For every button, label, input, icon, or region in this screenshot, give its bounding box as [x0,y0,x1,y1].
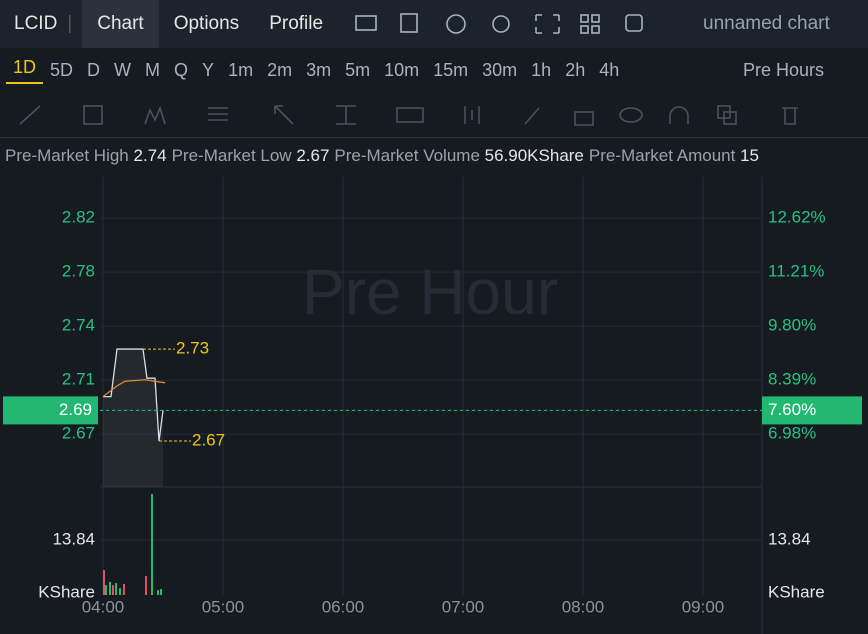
timeframe[interactable]: 10m [384,59,420,80]
volume-bar [151,494,153,595]
volume-bar [112,585,114,595]
area [103,349,163,487]
y-tick-label: 2.71 [62,370,95,389]
volume-unit: KShare [38,582,95,601]
last-pct-label: 7.60% [768,400,816,419]
annotation-label: 2.73 [176,339,209,358]
volume-bar [105,585,107,595]
volume-tick-label: 13.84 [52,530,95,549]
stat-value: 15 [740,146,759,165]
timeframe[interactable]: M [145,59,161,80]
volume-bar [119,588,121,595]
timeframe[interactable]: 5m [345,59,371,80]
volume-unit: KShare [768,582,825,601]
volume-bar [103,569,105,595]
timeframe[interactable]: W [114,59,132,80]
symbol[interactable]: LCID [14,13,58,34]
y2-tick-label: 8.39% [768,370,816,389]
annotation-label: 2.67 [192,431,225,450]
timeframe[interactable]: 3m [306,59,332,80]
y2-tick-label: 6.98% [768,424,816,443]
line [102,379,166,398]
top-bar: LCID | Chart Options Profile unnamed char… [0,0,868,48]
timeframe[interactable]: Y [202,59,215,80]
y-tick-label: 2.78 [62,262,95,281]
timeframe[interactable]: 1m [228,59,254,80]
tab[interactable]: Profile [269,13,324,34]
timeframe[interactable]: Q [174,59,189,80]
timeframe-bar: 1D 5D D W M Q Y 1m 2m 3m 5m 10m 15m 30m 1h 2h 4h Pre Hour… [0,48,868,92]
y-tick-label: 2.74 [62,316,95,335]
last-pct-box [762,396,862,425]
toolbar-icons[interactable] [346,0,666,48]
timeframe[interactable]: 1h [531,59,552,80]
volume-bar [157,590,159,595]
stats-line: Pre-Market High 2.74 Pre-Market Low 2.67 P… [5,146,764,166]
x-tick-label: 04:00 [82,597,125,616]
x-tick-label: 07:00 [442,597,485,616]
drawing-icons[interactable] [0,92,868,137]
y-tick-label: 2.67 [62,424,95,443]
y2-tick-label: 11.21% [768,262,824,281]
drawing-toolbar [0,92,868,138]
x-tick-label: 06:00 [322,597,365,616]
timeframe[interactable]: D [87,59,101,80]
chart: Pre Hour 04:00 05:00 06:00 07:00 08:00 09:00 2.… [3,177,862,634]
tab[interactable]: Chart [82,0,159,48]
timeframe[interactable]: 5D [50,59,74,80]
stat-value: 56.90KShare [484,146,584,165]
timeframe[interactable]: 15m [433,59,469,80]
stat-label: Pre-Market Low [171,146,292,165]
x-tick-label: 08:00 [562,597,605,616]
x-tick-label: 09:00 [682,597,725,616]
x-tick-label: 05:00 [202,597,245,616]
volume-bar [160,589,162,595]
stat-label: Pre-Market Amount [588,146,736,165]
volume-bar [115,583,117,595]
timeframe[interactable]: 30m [482,59,518,80]
last-price-label: 2.69 [59,400,92,419]
timeframe[interactable]: 2m [267,59,293,80]
stat-value: 2.67 [296,146,330,165]
timeframe[interactable]: 2h [565,59,586,80]
last-price-box [3,396,98,425]
y2-tick-label: 12.62% [768,207,826,226]
volume-tick-label: 13.84 [768,530,811,549]
watermark: Pre Hour [302,256,558,328]
chart-name[interactable]: unnamed chart [703,13,830,34]
volume-bar [123,583,125,595]
stat-label: Pre-Market Volume [334,146,480,165]
timeframe[interactable]: 1D [6,57,44,84]
volume-bar [145,575,147,595]
session-select[interactable]: Pre Hours [743,59,825,80]
y2-tick-label: 9.80% [768,316,816,335]
tab[interactable]: Options [173,13,240,34]
stat-value: 2.74 [133,146,167,165]
volume-bar [109,581,111,595]
timeframe[interactable]: 4h [599,59,620,80]
y-tick-label: 2.82 [62,208,95,227]
stat-label: Pre-Market High [5,146,129,165]
